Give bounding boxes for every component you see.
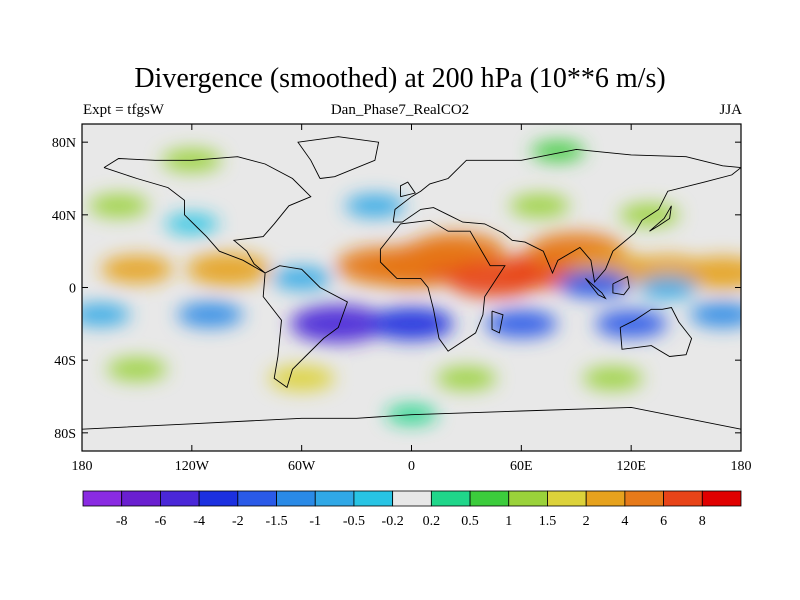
colorbar-label: -6 bbox=[155, 514, 167, 529]
divergence-cell bbox=[164, 213, 219, 235]
divergence-cell bbox=[271, 266, 332, 290]
colorbar-swatch bbox=[198, 490, 239, 507]
coastline-japan bbox=[649, 205, 672, 232]
divergence-cell bbox=[100, 255, 173, 284]
colorbar-swatch bbox=[392, 490, 432, 507]
divergence-cell bbox=[369, 307, 454, 341]
colorbar-label: 8 bbox=[699, 514, 706, 529]
divergence-cell bbox=[88, 194, 149, 218]
colorbar-swatch bbox=[701, 490, 742, 507]
divergence-cell bbox=[344, 194, 405, 218]
y-tick-label: 0 bbox=[69, 282, 76, 297]
colorbar-swatch bbox=[353, 490, 394, 507]
divergence-cell bbox=[637, 276, 698, 299]
divergence-cell bbox=[268, 365, 335, 392]
colorbar-swatch bbox=[237, 490, 277, 507]
divergence-cell bbox=[82, 303, 131, 327]
y-tick-label: 40N bbox=[52, 209, 76, 224]
coastline-borneo bbox=[612, 275, 630, 296]
colorbar-label: 0.5 bbox=[461, 514, 479, 529]
coastline-greenland bbox=[297, 136, 380, 179]
divergence-cell bbox=[436, 366, 497, 390]
colorbar-label: -8 bbox=[116, 514, 128, 529]
divergence-cell bbox=[290, 304, 387, 343]
colorbar-label: 1 bbox=[505, 514, 512, 529]
colorbar-swatch bbox=[160, 490, 200, 507]
experiment-label: Expt = tfgsW bbox=[83, 102, 164, 118]
coastlines bbox=[82, 136, 741, 430]
colorbar-swatch bbox=[121, 490, 161, 507]
colorbar-label: -4 bbox=[193, 514, 205, 529]
x-tick-label: 60E bbox=[510, 459, 533, 474]
colorbar-label: 1.5 bbox=[539, 514, 557, 529]
x-tick-label: 120E bbox=[616, 459, 646, 474]
coastline-south-america bbox=[262, 265, 348, 389]
divergence-cell bbox=[177, 302, 244, 328]
coastline-british-isles bbox=[400, 181, 416, 198]
x-tick-label: 60W bbox=[288, 459, 316, 474]
colorbar-swatch bbox=[663, 490, 703, 507]
plot-area bbox=[82, 124, 741, 451]
divergence-cell bbox=[582, 366, 643, 390]
colorbar-label: -1 bbox=[309, 514, 321, 529]
coastline-eurasia bbox=[392, 148, 741, 284]
colorbar-label: 6 bbox=[660, 514, 667, 529]
y-tick-label: 80S bbox=[54, 427, 76, 442]
x-axis: 180 120W 60W 0 60E 120E 180 bbox=[72, 124, 752, 474]
divergence-cell bbox=[595, 309, 668, 338]
coastline-antarctica bbox=[82, 406, 741, 430]
coastline-africa bbox=[379, 219, 506, 352]
chart-title: Divergence (smoothed) at 200 hPa (10**6 … bbox=[134, 63, 666, 94]
colorbar-label: 0.2 bbox=[423, 514, 441, 529]
colorbar-swatch bbox=[508, 490, 548, 507]
run-label: Dan_Phase7_RealCO2 bbox=[330, 102, 470, 118]
colorbar-label: -1.5 bbox=[265, 514, 287, 529]
coastline-sumatra bbox=[585, 278, 607, 300]
colorbar-label: 2 bbox=[583, 514, 590, 529]
colorbar-swatch bbox=[624, 490, 664, 507]
colorbar-swatch bbox=[469, 490, 510, 507]
divergence-cell bbox=[680, 256, 741, 290]
coastline-north-america bbox=[103, 156, 312, 274]
colorbar-swatch bbox=[547, 490, 587, 507]
colorbar-label: -2 bbox=[232, 514, 244, 529]
y-axis: 80N 40N 0 40S 80S bbox=[52, 136, 741, 442]
colorbar-swatch bbox=[430, 490, 471, 507]
divergence-cell bbox=[689, 302, 741, 328]
colorbar: -8 -6 -4 -2 -1.5 -1 -0.5 -0.2 0.2 0.5 1 1.5 2 4 6 8 bbox=[82, 490, 742, 529]
divergence-cell bbox=[186, 252, 271, 286]
colorbar-label: -0.2 bbox=[382, 514, 404, 529]
x-tick-label: 180 bbox=[72, 459, 93, 474]
colorbar-label: 4 bbox=[621, 514, 628, 529]
y-tick-label: 80N bbox=[52, 136, 76, 151]
colorbar-swatch bbox=[276, 490, 316, 507]
divergence-cell bbox=[509, 194, 570, 218]
divergence-cell bbox=[106, 357, 167, 381]
x-tick-label: 0 bbox=[408, 459, 415, 474]
x-tick-label: 180 bbox=[731, 459, 752, 474]
season-label: JJA bbox=[719, 102, 742, 118]
colorbar-label: -0.5 bbox=[343, 514, 365, 529]
x-tick-label: 120W bbox=[175, 459, 210, 474]
divergence-cell bbox=[485, 309, 558, 338]
coastline-madagascar bbox=[491, 310, 504, 334]
y-tick-label: 40S bbox=[54, 354, 76, 369]
colorbar-swatch bbox=[82, 490, 123, 507]
divergence-cell bbox=[530, 141, 585, 162]
coastline-australia bbox=[619, 306, 693, 357]
colorbar-swatch bbox=[314, 490, 355, 507]
divergence-cell bbox=[619, 203, 680, 227]
colorbar-swatch bbox=[585, 490, 626, 507]
